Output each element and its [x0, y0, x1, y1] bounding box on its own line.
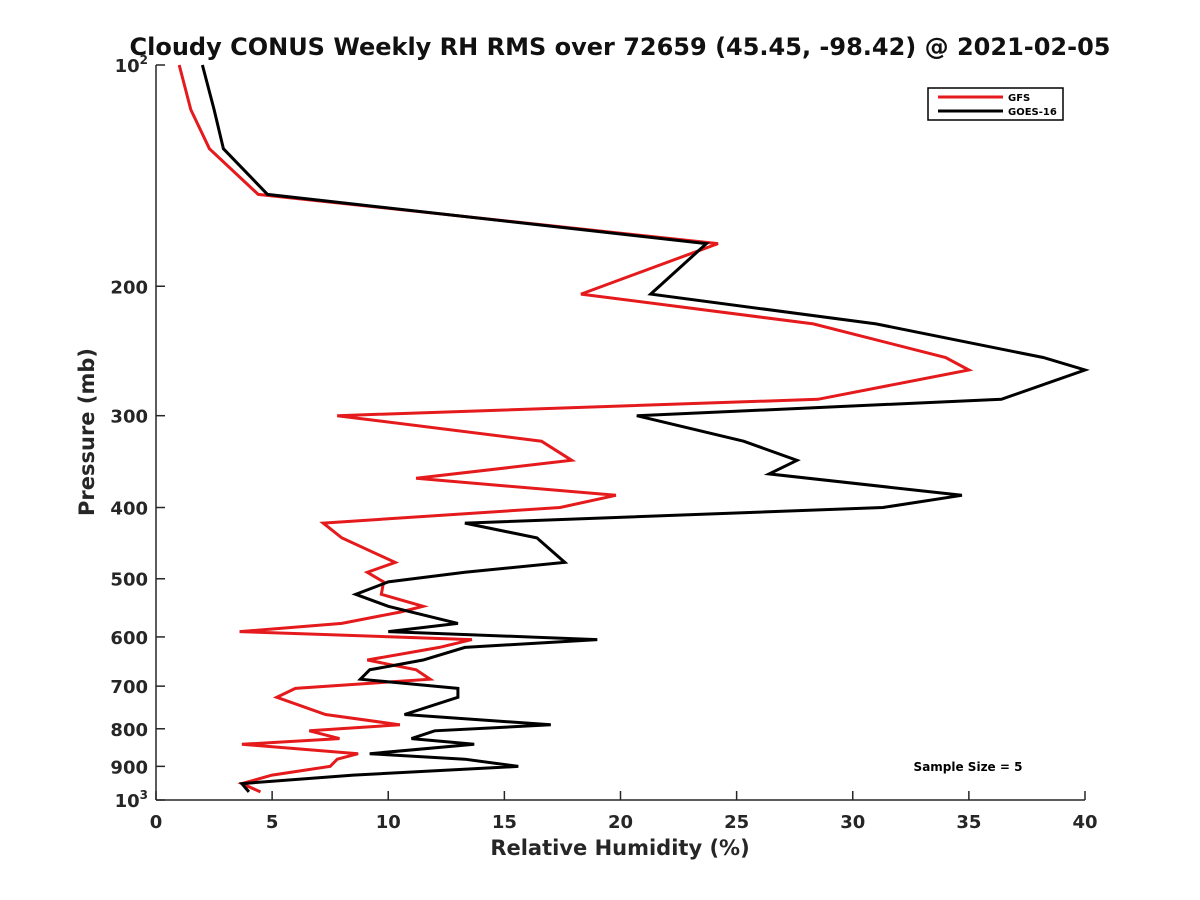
- plot-area: 0 5 10 15 20 25 30 35 40102200300400500600700800…: [110, 53, 1097, 833]
- legend-box: [927, 87, 1064, 121]
- x-tick-label: 0: [150, 812, 163, 833]
- legend: GFS GOES-16: [927, 87, 1064, 121]
- y-tick-label: 200: [110, 277, 148, 298]
- sample-size-annotation: Sample Size = 5: [914, 760, 1023, 774]
- x-tick-label: 10: [376, 812, 401, 833]
- y-tick-label: 900: [110, 757, 148, 778]
- y-tick-label: 600: [110, 628, 148, 649]
- x-tick-label: 40: [1072, 812, 1097, 833]
- y-tick-label: 400: [110, 499, 148, 520]
- x-axis-label: Relative Humidity (%): [490, 836, 749, 860]
- x-tick-label: 15: [492, 812, 517, 833]
- y-tick-label: 500: [110, 570, 148, 591]
- x-tick-label: 20: [608, 812, 633, 833]
- x-tick-label: 25: [724, 812, 749, 833]
- y-axis-label: Pressure (mb): [75, 348, 99, 516]
- x-tick-label: 35: [956, 812, 981, 833]
- y-tick-label: 300: [110, 407, 148, 428]
- series-line-gfs: [177, 64, 974, 794]
- series-line-goes-16: [200, 64, 1090, 793]
- y-tick-label: 800: [110, 720, 148, 741]
- chart-title: Cloudy CONUS Weekly RH RMS over 72659 (4…: [130, 33, 1111, 61]
- x-tick-label: 5: [266, 812, 279, 833]
- y-tick-label: 700: [110, 677, 148, 698]
- x-tick-label: 30: [840, 812, 865, 833]
- legend-label-goes-16: GOES-16: [1008, 107, 1057, 118]
- legend-label-gfs: GFS: [1008, 93, 1030, 104]
